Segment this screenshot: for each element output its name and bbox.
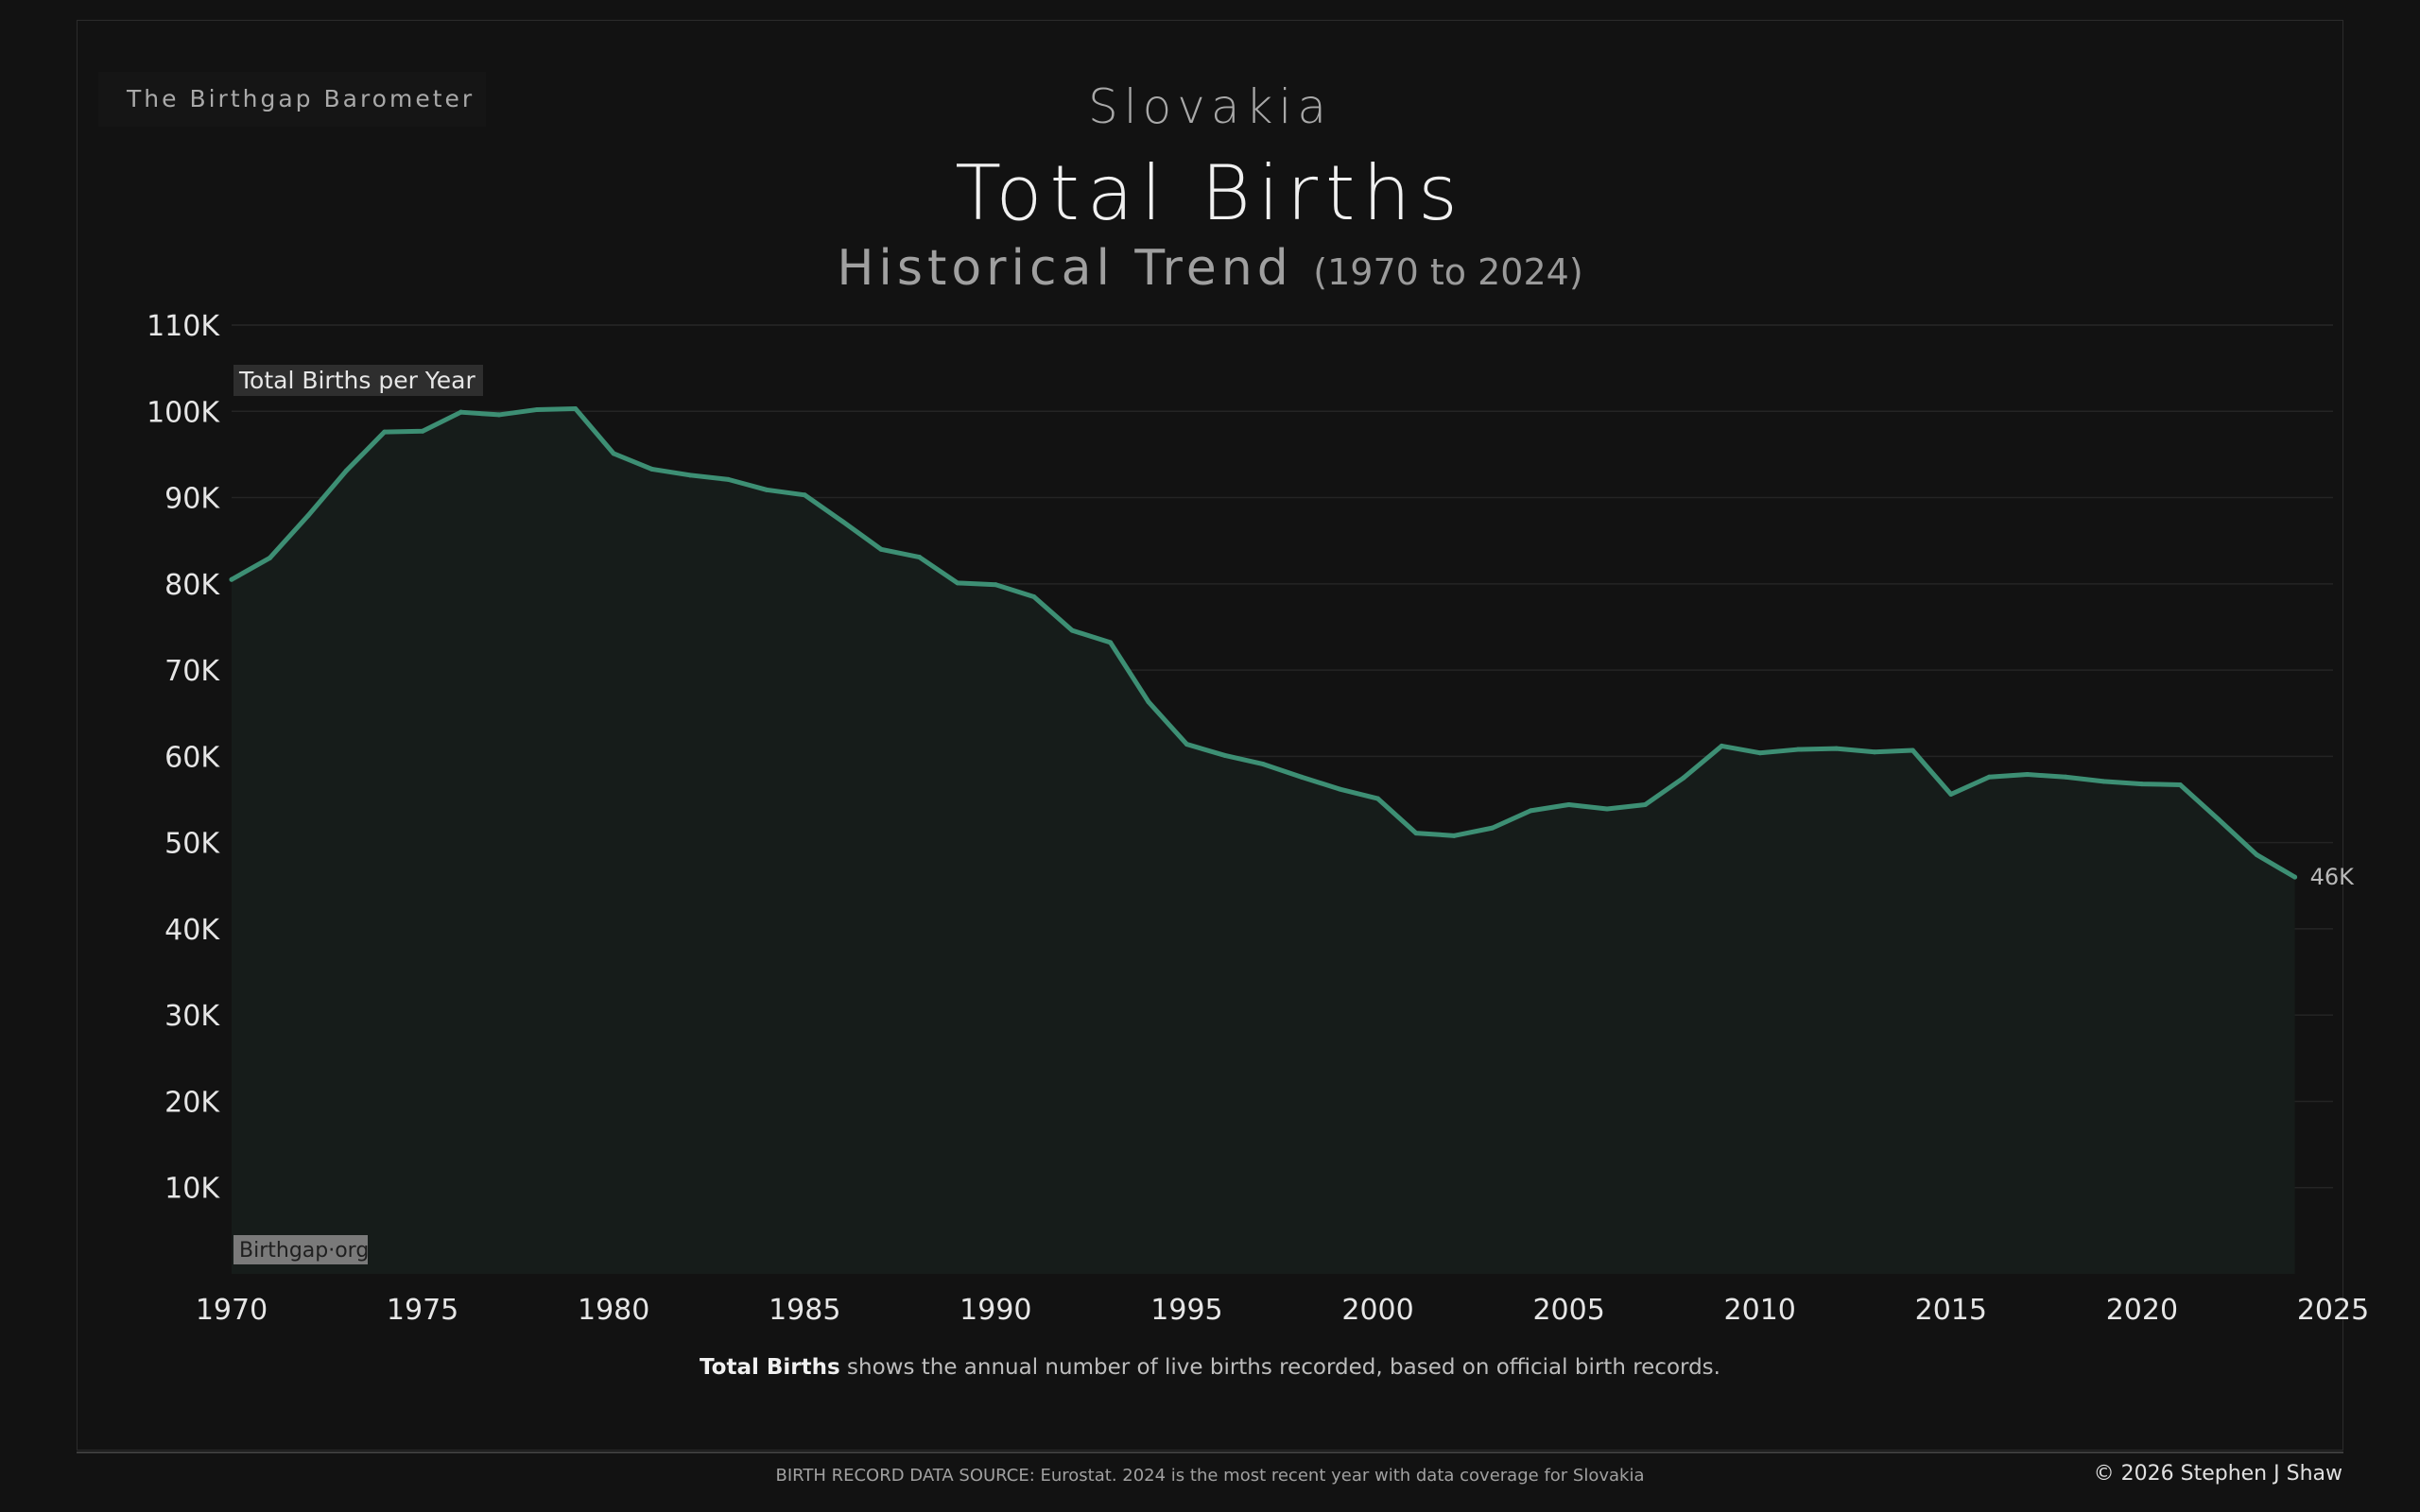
series-label: Total Births per Year — [238, 367, 475, 394]
data-point-1976 — [458, 409, 464, 415]
watermark-box — [233, 1235, 368, 1264]
end-value-label: 46K — [2310, 864, 2356, 890]
country-title: Slovakia — [1088, 79, 1332, 134]
data-point-2006 — [1604, 806, 1610, 812]
x-tick-label: 2015 — [1915, 1294, 1987, 1327]
y-tick-label: 20K — [164, 1086, 220, 1119]
note-bold: Total Births — [700, 1355, 840, 1380]
y-tick-label: 110K — [147, 310, 220, 343]
data-point-2016 — [1986, 774, 1992, 780]
data-point-1985 — [802, 492, 807, 498]
y-tick-label: 30K — [164, 1000, 220, 1033]
data-point-2001 — [1413, 831, 1419, 836]
data-point-1980 — [611, 451, 616, 456]
x-tick-label: 2000 — [1341, 1294, 1413, 1327]
data-point-1984 — [764, 487, 769, 492]
series-label-box — [233, 365, 483, 396]
data-point-2014 — [1910, 747, 1915, 753]
x-tick-label: 2025 — [2297, 1294, 2369, 1327]
data-point-1994 — [1146, 699, 1151, 705]
data-point-1973 — [343, 468, 349, 473]
x-tick-label: 1990 — [959, 1294, 1031, 1327]
data-point-1981 — [649, 466, 655, 472]
series-area — [232, 408, 2295, 1274]
data-point-1978 — [534, 406, 540, 412]
data-point-2007 — [1642, 801, 1648, 807]
data-point-2023 — [2254, 851, 2259, 857]
data-point-2002 — [1451, 833, 1457, 838]
y-tick-label: 100K — [147, 396, 220, 429]
y-tick-label: 80K — [164, 569, 220, 602]
data-point-1995 — [1184, 742, 1189, 747]
data-point-1998 — [1299, 774, 1305, 780]
subtitle-text: Historical Trend — [837, 240, 1293, 297]
data-point-1982 — [687, 472, 693, 478]
data-point-1992 — [1069, 627, 1075, 633]
data-point-1989 — [955, 580, 960, 586]
data-point-2005 — [1566, 801, 1572, 807]
x-tick-label: 2020 — [2106, 1294, 2178, 1327]
data-point-1990 — [993, 582, 998, 588]
data-point-2008 — [1681, 775, 1686, 781]
data-point-1991 — [1031, 594, 1037, 600]
data-point-1988 — [917, 555, 923, 560]
data-point-2010 — [1757, 750, 1763, 756]
data-point-1977 — [496, 412, 502, 418]
data-point-2004 — [1528, 808, 1533, 814]
x-tick-label: 1980 — [578, 1294, 649, 1327]
data-point-2015 — [1948, 792, 1954, 798]
brand-label: The Birthgap Barometer — [98, 72, 486, 127]
data-point-1971 — [267, 555, 272, 560]
x-tick-label: 1975 — [387, 1294, 458, 1327]
x-tick-label: 1995 — [1150, 1294, 1222, 1327]
data-point-2019 — [2100, 779, 2106, 784]
data-point-1970 — [229, 576, 234, 582]
data-point-2012 — [1834, 746, 1840, 751]
note-text: shows the annual number of live births r… — [839, 1355, 1720, 1380]
x-tick-label: 2010 — [1724, 1294, 1796, 1327]
data-point-2020 — [2139, 782, 2145, 787]
data-point-1974 — [382, 429, 388, 435]
data-point-2013 — [1872, 749, 1877, 755]
chart-note: Total Births shows the annual number of … — [0, 1355, 2420, 1380]
data-point-1996 — [1222, 752, 1228, 758]
data-point-1997 — [1260, 762, 1266, 767]
bottom-divider — [77, 1452, 2343, 1453]
data-point-1979 — [573, 406, 579, 412]
chart-title: Total Births — [955, 149, 1465, 237]
data-point-2003 — [1490, 825, 1495, 831]
x-tick-label: 1985 — [769, 1294, 840, 1327]
data-point-2024 — [2292, 874, 2298, 880]
y-tick-label: 90K — [164, 483, 220, 516]
data-point-2000 — [1375, 796, 1381, 801]
y-tick-label: 60K — [164, 741, 220, 774]
y-tick-label: 50K — [164, 828, 220, 861]
watermark-label: Birthgap·org — [239, 1239, 369, 1263]
chart-frame — [77, 20, 2343, 1451]
y-tick-label: 10K — [164, 1173, 220, 1206]
chart-subtitle: Historical Trend (1970 to 2024) — [0, 240, 2420, 297]
data-point-1972 — [305, 513, 311, 519]
data-point-2021 — [2177, 782, 2183, 787]
y-tick-label: 40K — [164, 914, 220, 947]
y-tick-label: 70K — [164, 655, 220, 688]
copyright: © 2026 Stephen J Shaw — [2093, 1462, 2342, 1486]
data-point-1999 — [1337, 786, 1342, 792]
x-tick-label: 1970 — [196, 1294, 268, 1327]
x-tick-label: 2005 — [1532, 1294, 1604, 1327]
data-point-1987 — [878, 546, 884, 552]
data-point-2011 — [1795, 747, 1801, 752]
data-point-2009 — [1719, 743, 1724, 748]
data-point-1983 — [725, 476, 731, 482]
data-point-1993 — [1108, 640, 1114, 645]
total-births-chart: 10K 20K 30K 40K 50K 60K 70K 80K 90K 100K 110K 1970 1… — [147, 310, 2369, 1327]
data-point-2018 — [2063, 774, 2068, 780]
data-point-1986 — [840, 519, 846, 524]
data-point-2022 — [2216, 816, 2221, 822]
data-source: BIRTH RECORD DATA SOURCE: Eurostat. 2024… — [775, 1466, 1645, 1486]
data-point-1975 — [420, 428, 425, 434]
subtitle-range: (1970 to 2024) — [1313, 251, 1583, 293]
data-point-2017 — [2025, 772, 2031, 778]
